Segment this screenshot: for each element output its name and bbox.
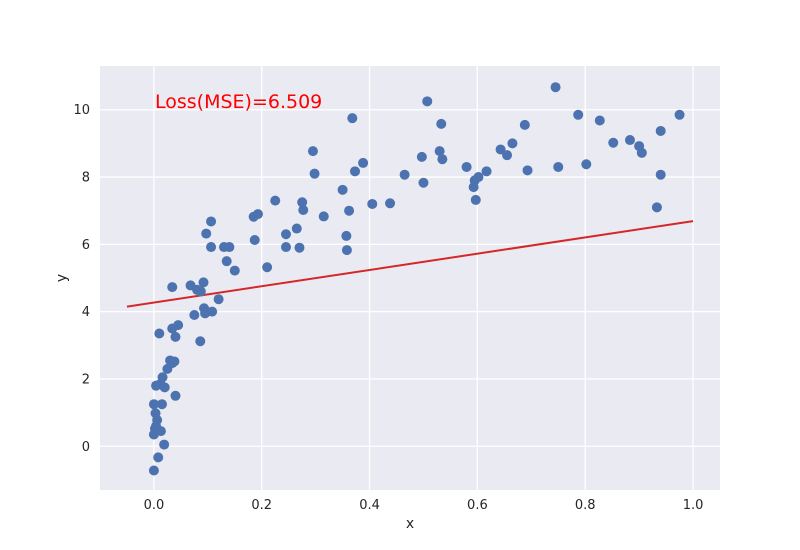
data-point <box>262 262 273 273</box>
annotation-loss: Loss(MSE)=6.509 <box>155 91 322 113</box>
data-point <box>157 372 168 383</box>
data-point <box>224 242 235 253</box>
data-point <box>170 331 181 342</box>
y-tick-labels: 0 2 4 6 8 10 <box>73 103 90 455</box>
data-point <box>307 146 318 157</box>
data-point <box>655 125 666 136</box>
data-point <box>358 157 369 168</box>
data-point <box>201 228 212 239</box>
x-tick-label: 0.8 <box>575 498 596 513</box>
data-point <box>150 408 161 419</box>
y-tick-label: 10 <box>73 103 90 118</box>
data-point <box>550 82 561 93</box>
fit-line <box>126 220 694 308</box>
data-point <box>195 336 206 347</box>
data-point <box>350 166 361 177</box>
plot-background <box>100 66 720 490</box>
y-tick-label: 4 <box>82 305 90 320</box>
data-point <box>169 356 180 367</box>
data-point <box>341 245 352 256</box>
data-point <box>344 205 355 216</box>
data-point <box>636 147 647 158</box>
data-point <box>291 223 302 234</box>
y-axis-label: y <box>54 274 70 282</box>
data-point <box>270 195 281 206</box>
data-point <box>318 211 329 222</box>
grid-lines <box>100 66 720 490</box>
y-tick-label: 8 <box>82 171 90 186</box>
data-point <box>651 202 662 213</box>
data-point <box>573 109 584 120</box>
data-points <box>148 82 685 476</box>
data-point <box>399 169 410 180</box>
data-point <box>249 234 260 245</box>
data-point <box>422 96 433 107</box>
x-tick-label: 0.4 <box>359 498 380 513</box>
data-point <box>167 282 178 293</box>
data-point <box>418 177 429 188</box>
data-point <box>206 216 217 227</box>
data-point <box>281 229 291 240</box>
data-point <box>473 172 484 183</box>
data-point <box>148 465 159 476</box>
data-point <box>155 426 166 437</box>
data-point <box>519 119 530 130</box>
data-point <box>416 151 427 162</box>
data-point <box>281 242 291 253</box>
data-point <box>337 184 348 195</box>
data-point <box>481 166 492 177</box>
data-point <box>624 135 635 146</box>
data-point <box>594 115 605 126</box>
data-point <box>470 194 481 205</box>
data-point <box>608 137 619 148</box>
data-point <box>170 390 181 401</box>
data-point <box>213 294 224 305</box>
data-point <box>229 265 240 276</box>
data-point <box>189 310 200 321</box>
x-tick-label: 0.6 <box>467 498 488 513</box>
data-point <box>157 399 167 410</box>
data-point <box>159 439 170 450</box>
data-point <box>674 109 685 120</box>
data-point <box>437 154 448 165</box>
data-point <box>341 230 352 241</box>
data-point <box>495 144 506 155</box>
x-tick-label: 1.0 <box>683 498 704 513</box>
data-point <box>221 256 232 267</box>
data-point <box>159 382 170 393</box>
x-tick-label: 0.2 <box>251 498 272 513</box>
data-point <box>581 159 592 170</box>
data-point <box>347 113 358 124</box>
y-tick-label: 2 <box>82 372 90 387</box>
data-point <box>154 328 165 339</box>
data-point <box>309 168 320 179</box>
y-tick-label: 6 <box>82 238 90 253</box>
data-point <box>148 399 159 410</box>
data-point <box>502 150 513 161</box>
data-point <box>252 209 263 220</box>
data-point <box>298 205 309 216</box>
data-point <box>655 169 666 180</box>
data-point <box>198 277 209 288</box>
x-axis-label: x <box>406 516 414 532</box>
data-point <box>507 138 518 149</box>
data-point <box>434 146 445 157</box>
data-point <box>294 242 305 253</box>
data-point <box>207 306 218 317</box>
x-tick-labels: 0.0 0.2 0.4 0.6 0.8 1.0 <box>144 498 704 513</box>
data-point <box>173 320 184 331</box>
data-point <box>385 198 396 209</box>
x-tick-label: 0.0 <box>144 498 165 513</box>
data-point <box>297 197 308 208</box>
data-point <box>553 161 564 172</box>
data-point <box>195 286 206 297</box>
data-point <box>436 118 447 129</box>
data-point <box>153 452 164 463</box>
data-point <box>367 198 378 209</box>
data-point <box>206 242 217 253</box>
y-tick-label: 0 <box>82 440 90 455</box>
data-point <box>522 165 533 176</box>
data-point <box>461 161 472 172</box>
